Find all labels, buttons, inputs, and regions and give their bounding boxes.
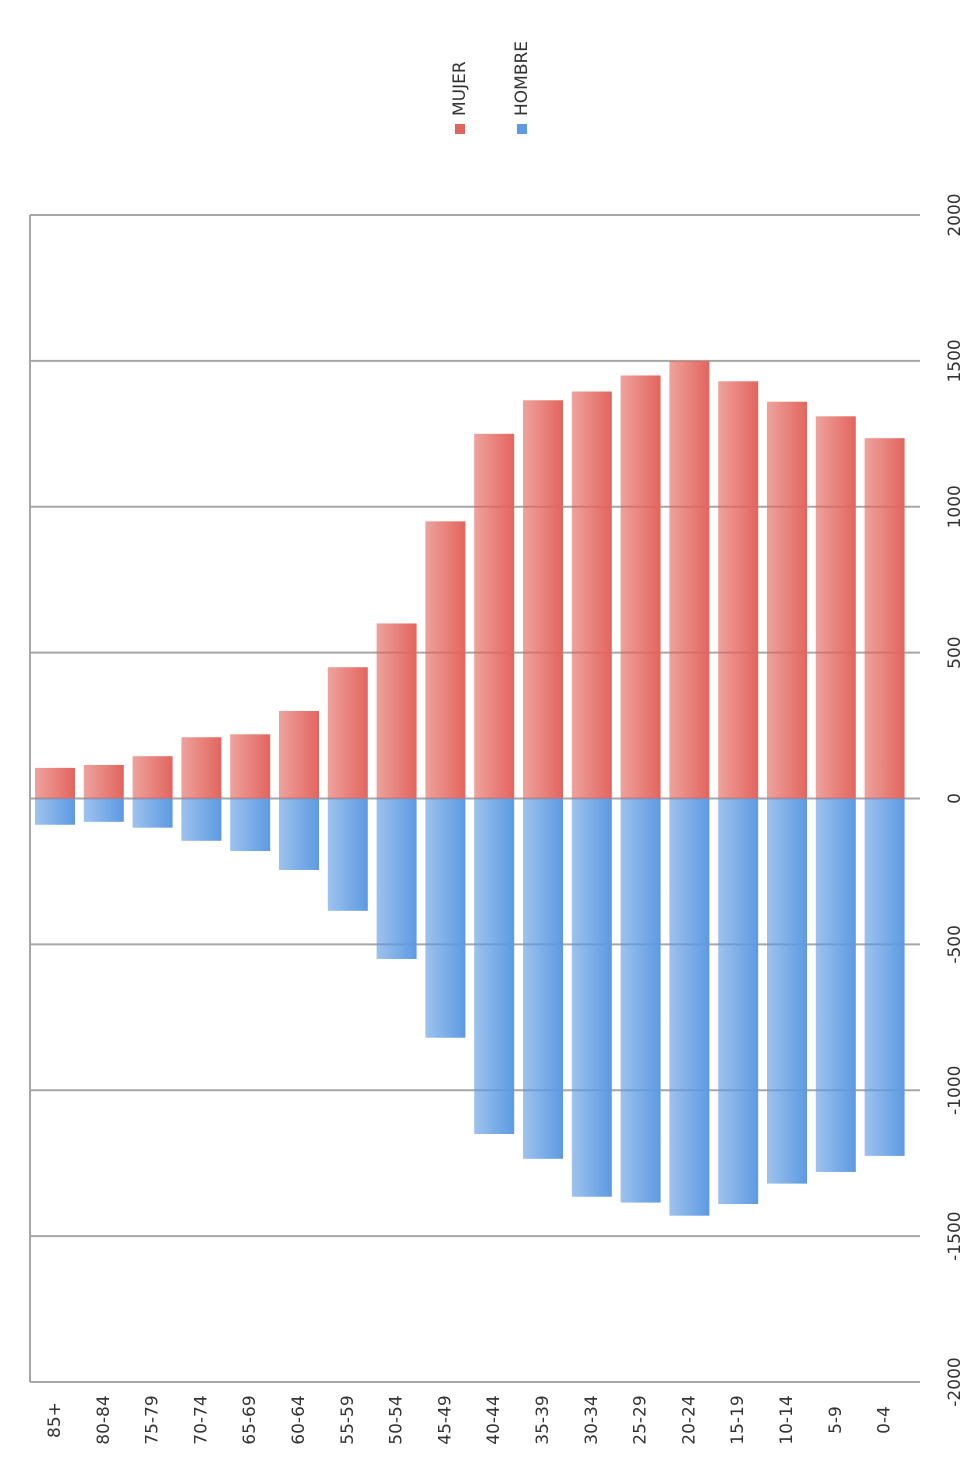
bar — [864, 798, 905, 1156]
bar — [669, 798, 710, 1216]
bar — [35, 767, 75, 799]
bar — [767, 401, 807, 799]
x-tick-label: 10-14 — [777, 1395, 797, 1444]
x-tick-label: 85+ — [45, 1402, 65, 1438]
bar — [474, 433, 515, 799]
bar — [523, 400, 563, 799]
bar — [620, 375, 661, 799]
y-tick-label: -1000 — [945, 1066, 965, 1115]
bar — [230, 798, 271, 852]
x-tick-label: 55-59 — [338, 1395, 358, 1444]
bar — [767, 798, 807, 1184]
x-tick-label: 30-34 — [582, 1395, 602, 1444]
x-tick-label: 20-24 — [679, 1395, 699, 1444]
bar — [132, 798, 173, 828]
bar — [669, 360, 710, 799]
bar — [279, 798, 319, 870]
bar — [83, 764, 124, 799]
x-tick-label: 45-49 — [435, 1395, 455, 1444]
bar — [279, 710, 319, 799]
bar — [571, 798, 612, 1197]
y-tick-label: 1500 — [945, 339, 965, 382]
y-tick-label: 0 — [945, 793, 965, 804]
bar — [83, 798, 124, 822]
y-tick-label: 500 — [945, 636, 965, 668]
bar — [35, 798, 75, 825]
legend-label: MUJER — [450, 61, 470, 116]
bar — [815, 798, 856, 1172]
x-tick-label: 0-4 — [875, 1406, 895, 1434]
bar — [620, 798, 661, 1203]
x-tick-label: 80-84 — [94, 1395, 114, 1444]
y-tick-label: 1000 — [945, 485, 965, 528]
x-tick-label: 40-44 — [484, 1395, 504, 1444]
x-tick-label: 65-69 — [240, 1395, 260, 1444]
x-tick-label: 70-74 — [191, 1395, 211, 1444]
bar — [864, 438, 905, 799]
y-tick-label: 2000 — [945, 193, 965, 236]
y-tick-label: -1500 — [945, 1211, 965, 1260]
legend-marker — [455, 124, 465, 134]
bar — [571, 391, 612, 799]
y-tick-label: -2000 — [945, 1357, 965, 1406]
bar — [474, 798, 515, 1135]
x-tick-label: 35-39 — [533, 1395, 553, 1444]
y-tick-label: -500 — [945, 925, 965, 964]
bar — [181, 737, 222, 799]
bar — [425, 521, 466, 799]
x-tick-label: 25-29 — [631, 1395, 651, 1444]
bar — [132, 756, 173, 799]
bar — [718, 798, 759, 1205]
x-tick-label: 5-9 — [826, 1406, 846, 1434]
x-tick-label: 60-64 — [289, 1395, 309, 1444]
bar — [815, 416, 856, 799]
x-tick-label: 50-54 — [387, 1395, 407, 1444]
bar — [230, 734, 271, 799]
bar — [718, 381, 759, 799]
bar — [376, 798, 417, 959]
bar — [425, 798, 466, 1038]
bar — [181, 798, 222, 841]
bar — [327, 798, 368, 911]
bar — [327, 667, 368, 799]
x-tick-label: 75-79 — [143, 1395, 163, 1444]
bar — [523, 798, 563, 1159]
x-tick-label: 15-19 — [728, 1395, 748, 1444]
legend-label: HOMBRE — [512, 41, 532, 116]
legend-marker — [517, 124, 527, 134]
bar — [376, 623, 417, 799]
